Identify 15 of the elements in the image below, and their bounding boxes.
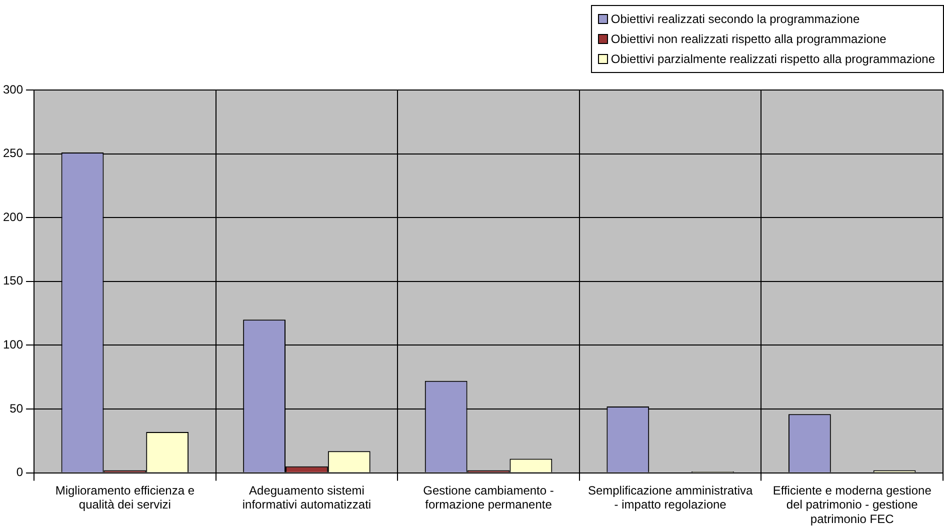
y-tick-label: 50 xyxy=(10,401,24,416)
legend-label: Obiettivi realizzati secondo la programmazione xyxy=(610,12,860,26)
x-tick-label: Miglioramento efficienza e qualità dei servizi xyxy=(55,483,195,512)
legend-label: Obiettivi non realizzati rispetto alla programmazione xyxy=(610,32,886,46)
x-tick-label: Gestione cambiamento - formazione permanente xyxy=(423,483,554,512)
y-tick-label: 200 xyxy=(2,210,24,224)
x-tick-label: Semplificazione amministrativa - impatto regolazione xyxy=(588,483,753,512)
y-tick-label: 100 xyxy=(2,338,24,352)
legend-label: Obiettivi parzialmente realizzati rispetto alla programmazione xyxy=(610,52,935,66)
x-tick-label: Adeguamento sistemi informativi automatizzati xyxy=(242,483,372,512)
y-tick-label: 300 xyxy=(2,82,24,96)
y-tick-label: 150 xyxy=(2,274,24,288)
x-tick-label: Efficiente e moderna gestione del patrimonio - gestione patrimonio FEC xyxy=(772,483,932,526)
y-tick-label: 250 xyxy=(2,146,24,160)
y-tick-label: 0 xyxy=(16,465,24,480)
